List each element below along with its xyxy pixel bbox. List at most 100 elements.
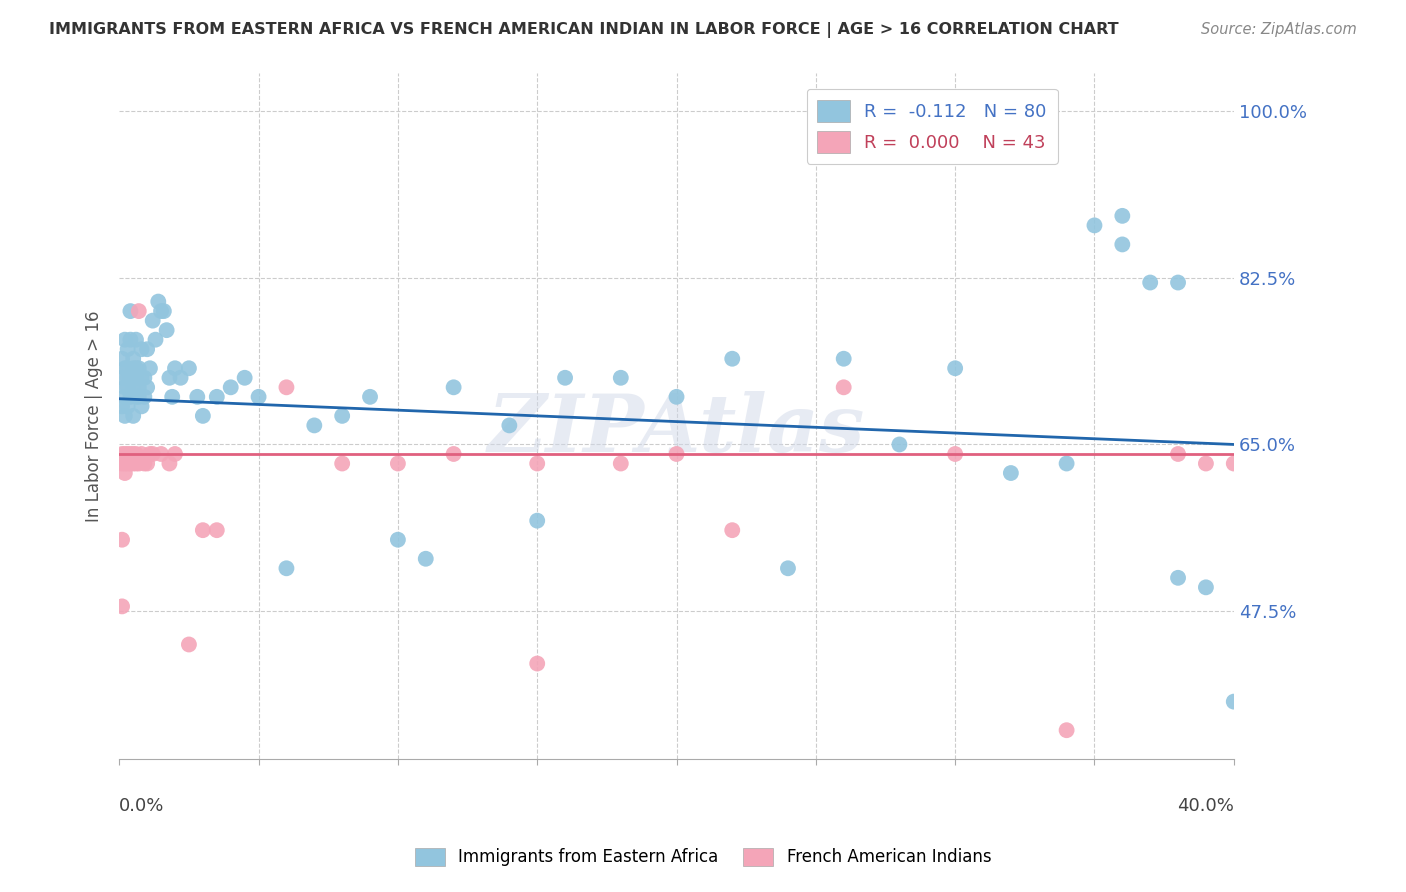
Point: [150, 304, 173, 318]
Point: [359, 390, 381, 404]
Point: [159, 457, 181, 471]
Point: [122, 447, 145, 461]
Point: [117, 447, 139, 461]
Point: [125, 390, 148, 404]
Point: [1083, 219, 1105, 233]
Point: [134, 371, 156, 385]
Point: [943, 361, 966, 376]
Point: [159, 371, 181, 385]
Legend: R =  -0.112   N = 80, R =  0.000    N = 43: R = -0.112 N = 80, R = 0.000 N = 43: [807, 89, 1057, 163]
Point: [142, 313, 165, 327]
Point: [1139, 276, 1161, 290]
Point: [443, 380, 465, 394]
Point: [117, 342, 139, 356]
Point: [276, 380, 298, 394]
Legend: Immigrants from Eastern Africa, French American Indians: Immigrants from Eastern Africa, French A…: [408, 841, 998, 873]
Point: [125, 361, 148, 376]
Text: 0.0%: 0.0%: [120, 797, 165, 814]
Point: [1223, 695, 1246, 709]
Point: [1056, 457, 1078, 471]
Point: [443, 447, 465, 461]
Point: [111, 533, 134, 547]
Point: [120, 390, 142, 404]
Point: [169, 371, 191, 385]
Point: [304, 418, 326, 433]
Point: [156, 323, 179, 337]
Point: [1223, 457, 1246, 471]
Point: [125, 371, 148, 385]
Point: [114, 390, 136, 404]
Point: [131, 447, 153, 461]
Point: [610, 457, 633, 471]
Point: [1167, 276, 1189, 290]
Point: [186, 390, 208, 404]
Point: [665, 390, 688, 404]
Point: [163, 447, 186, 461]
Point: [125, 447, 148, 461]
Point: [1167, 571, 1189, 585]
Point: [136, 457, 159, 471]
Point: [205, 390, 228, 404]
Point: [498, 418, 520, 433]
Point: [150, 447, 173, 461]
Point: [111, 351, 134, 366]
Point: [1195, 457, 1218, 471]
Point: [526, 457, 548, 471]
Point: [134, 390, 156, 404]
Point: [117, 361, 139, 376]
Text: IMMIGRANTS FROM EASTERN AFRICA VS FRENCH AMERICAN INDIAN IN LABOR FORCE | AGE > : IMMIGRANTS FROM EASTERN AFRICA VS FRENCH…: [49, 22, 1119, 38]
Point: [330, 409, 353, 423]
Point: [117, 400, 139, 414]
Point: [219, 380, 242, 394]
Point: [205, 523, 228, 537]
Point: [142, 447, 165, 461]
Point: [1111, 209, 1133, 223]
Point: [131, 400, 153, 414]
Point: [526, 657, 548, 671]
Point: [1167, 447, 1189, 461]
Point: [889, 437, 911, 451]
Point: [139, 361, 162, 376]
Point: [1056, 723, 1078, 738]
Point: [120, 457, 142, 471]
Point: [128, 390, 150, 404]
Point: [114, 466, 136, 480]
Point: [233, 371, 256, 385]
Point: [1195, 580, 1218, 594]
Point: [191, 409, 214, 423]
Point: [145, 333, 167, 347]
Point: [114, 380, 136, 394]
Point: [665, 447, 688, 461]
Point: [136, 342, 159, 356]
Point: [610, 371, 633, 385]
Point: [276, 561, 298, 575]
Point: [114, 409, 136, 423]
Point: [776, 561, 799, 575]
Point: [415, 551, 437, 566]
Point: [131, 371, 153, 385]
Point: [120, 333, 142, 347]
Point: [114, 333, 136, 347]
Point: [111, 457, 134, 471]
Point: [117, 380, 139, 394]
Point: [111, 447, 134, 461]
Point: [128, 380, 150, 394]
Point: [136, 380, 159, 394]
Point: [122, 361, 145, 376]
Point: [832, 351, 855, 366]
Point: [128, 304, 150, 318]
Text: 40.0%: 40.0%: [1177, 797, 1234, 814]
Y-axis label: In Labor Force | Age > 16: In Labor Force | Age > 16: [86, 310, 103, 522]
Point: [177, 638, 200, 652]
Point: [1000, 466, 1022, 480]
Point: [122, 351, 145, 366]
Point: [128, 457, 150, 471]
Point: [120, 447, 142, 461]
Point: [554, 371, 576, 385]
Point: [117, 371, 139, 385]
Point: [387, 457, 409, 471]
Point: [114, 361, 136, 376]
Point: [330, 457, 353, 471]
Point: [128, 361, 150, 376]
Point: [122, 457, 145, 471]
